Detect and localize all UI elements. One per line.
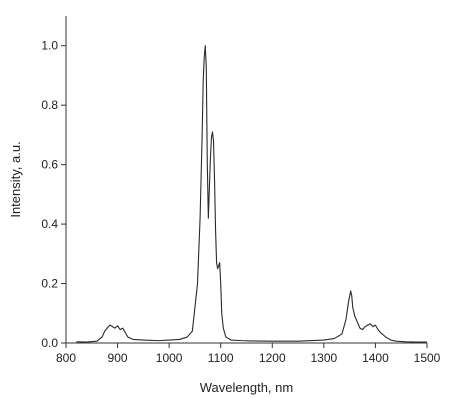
y-tick-label: 0.6 [41, 158, 58, 172]
y-axis-ticks: 0.0 0.2 0.4 0.6 0.8 1.0 [41, 39, 66, 350]
y-tick-label: 0.0 [41, 336, 58, 350]
y-tick-label: 0.4 [41, 217, 58, 231]
x-tick-label: 1200 [259, 351, 286, 365]
x-tick-label: 1000 [156, 351, 183, 365]
y-axis-title: Intensity, a.u. [8, 141, 23, 217]
x-tick-label: 1300 [311, 351, 338, 365]
x-tick-label: 1400 [362, 351, 389, 365]
x-axis-ticks: 800 900 1000 1100 1200 1300 1400 1500 [56, 343, 441, 365]
series-line-intensity [76, 45, 427, 343]
x-tick-label: 800 [56, 351, 76, 365]
y-tick-label: 0.8 [41, 98, 58, 112]
plot-area [76, 45, 427, 343]
x-tick-label: 1500 [414, 351, 441, 365]
axes: 800 900 1000 1100 1200 1300 1400 1500 0.0 0.2 0.4… [41, 16, 441, 365]
x-axis-title: Wavelength, nm [200, 380, 293, 395]
x-tick-label: 900 [108, 351, 128, 365]
y-tick-label: 1.0 [41, 39, 58, 53]
y-tick-label: 0.2 [41, 277, 58, 291]
axis-frame [65, 16, 427, 344]
x-tick-label: 1100 [208, 351, 234, 365]
